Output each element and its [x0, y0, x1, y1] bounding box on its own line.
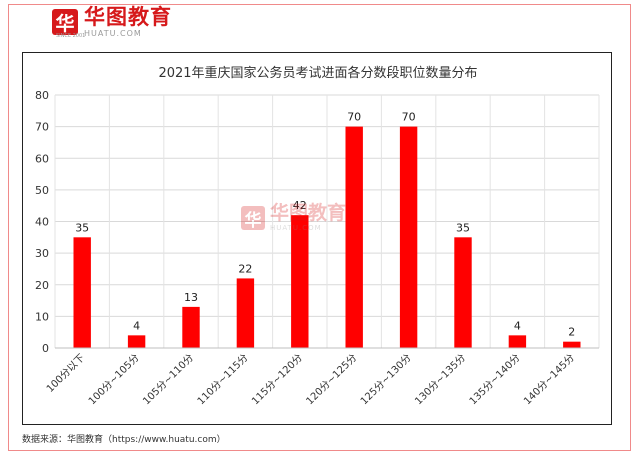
data-label-0: 35 — [75, 221, 89, 234]
x-tick-label-6: 125分~130分 — [358, 352, 414, 408]
watermark: 华 华图教育 HUATU.COM — [241, 204, 346, 232]
data-label-2: 13 — [184, 291, 198, 304]
image-border — [8, 4, 631, 451]
watermark-domain: HUATU.COM — [270, 224, 322, 232]
y-tick-label-4: 40 — [35, 216, 49, 229]
y-tick-label-2: 20 — [35, 279, 49, 292]
x-tick-label-5: 120分~125分 — [304, 352, 360, 408]
data-label-5: 70 — [347, 111, 361, 124]
logo-name: 华图教育 — [84, 4, 172, 29]
watermark-name: 华图教育 — [270, 202, 347, 224]
data-label-1: 4 — [133, 319, 140, 332]
bar-3 — [236, 278, 255, 348]
y-tick-label-7: 70 — [35, 121, 49, 134]
data-label-3: 22 — [238, 262, 252, 275]
x-tick-label-9: 140分~145分 — [521, 352, 577, 408]
data-label-6: 70 — [402, 111, 416, 124]
chart-frame: 2021年重庆国家公务员考试进面各分数段职位数量分布 0 10 20 30 40 50 60 7… — [22, 52, 612, 425]
chart-title: 2021年重庆国家公务员考试进面各分数段职位数量分布 — [158, 65, 477, 81]
bar-0 — [73, 237, 91, 348]
bar-7 — [454, 237, 472, 348]
logo-since: SINCE 2001 — [56, 33, 86, 39]
watermark-icon: 华 — [241, 206, 265, 231]
y-tick-label-8: 80 — [35, 89, 49, 102]
bar-chart: 2021年重庆国家公务员考试进面各分数段职位数量分布 0 10 20 30 40 50 60 7… — [35, 65, 600, 408]
x-tick-label-2: 105分~110分 — [141, 352, 197, 408]
bar-2 — [182, 306, 200, 348]
y-tick-label-3: 30 — [35, 247, 49, 260]
x-tick-label-3: 110分~115分 — [195, 352, 251, 408]
y-tick-label-5: 50 — [35, 184, 49, 197]
x-tick-label-8: 135分~140分 — [467, 352, 523, 408]
data-label-4: 42 — [293, 199, 307, 212]
x-tick-label-7: 130分~135分 — [413, 352, 469, 408]
y-tick-label-1: 10 — [35, 310, 49, 323]
data-source-note: 数据来源：华图教育（https://www.huatu.com） — [22, 435, 226, 445]
logo-icon: 华 — [52, 9, 78, 35]
bar-1 — [127, 335, 146, 348]
huatu-logo: 华 华图教育 HUATU.COM — [52, 5, 172, 39]
data-label-8: 4 — [514, 319, 521, 332]
x-tick-label-1: 100分~105分 — [86, 352, 142, 408]
logo-domain: HUATU.COM — [84, 28, 142, 38]
x-tick-label-0: 100分以下 — [44, 352, 87, 395]
bar-5 — [345, 126, 363, 348]
y-tick-label-6: 60 — [35, 152, 49, 165]
data-label-9: 2 — [568, 326, 575, 339]
y-tick-label-0: 0 — [42, 342, 49, 355]
bar-9 — [563, 341, 581, 348]
bar-8 — [508, 335, 527, 348]
data-label-7: 35 — [456, 221, 470, 234]
bar-4 — [291, 215, 309, 348]
bar-6 — [399, 126, 418, 348]
x-tick-label-4: 115分~120分 — [249, 352, 305, 408]
